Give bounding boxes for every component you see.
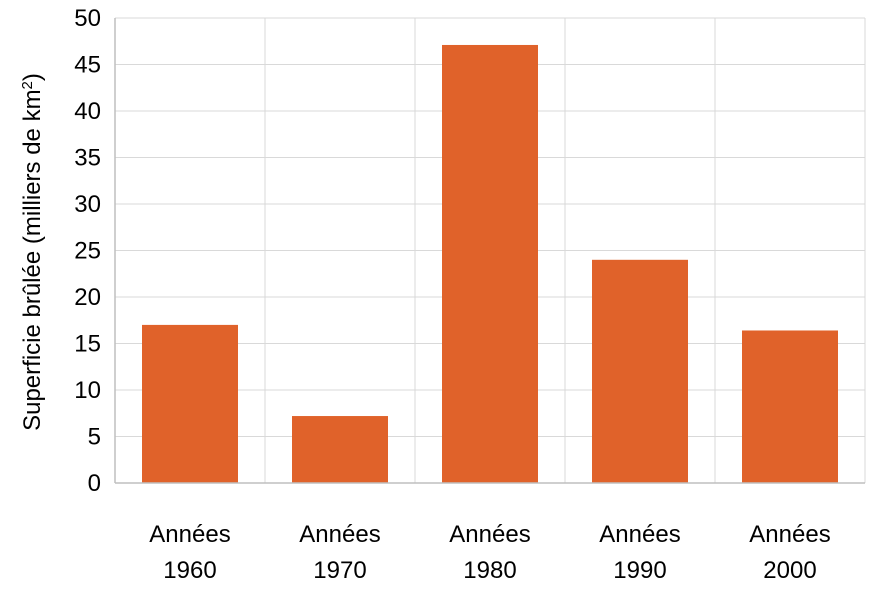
y-tick-label: 15 bbox=[74, 331, 101, 358]
x-tick-label-line: Années bbox=[299, 521, 380, 548]
x-tick-label-line: 1980 bbox=[463, 557, 516, 584]
bar bbox=[292, 416, 388, 483]
bar bbox=[742, 330, 838, 483]
x-tick-label-line: Années bbox=[449, 521, 530, 548]
x-tick-label-line: 2000 bbox=[763, 557, 816, 584]
bars bbox=[142, 44, 838, 483]
y-tick-label: 25 bbox=[74, 238, 101, 265]
y-axis-title-text: Superficie brûlée (milliers de km bbox=[19, 89, 46, 430]
y-tick-label: 50 bbox=[74, 5, 101, 32]
y-axis-title-superscript: 2 bbox=[19, 81, 36, 89]
x-tick-label-line: Années bbox=[749, 521, 830, 548]
bar bbox=[592, 259, 688, 483]
y-tick-label: 35 bbox=[74, 145, 101, 172]
y-tick-label: 10 bbox=[74, 377, 101, 404]
bar bbox=[142, 324, 238, 483]
y-tick-labels: 0 5 10 15 20 25 30 35 40 45 50 bbox=[74, 5, 101, 497]
y-tick-label: 5 bbox=[88, 424, 101, 451]
x-tick-label: Années 1960 bbox=[149, 521, 230, 584]
x-tick-label: Années 1970 bbox=[299, 521, 380, 584]
x-tick-labels: Années 1960 Années 1970 Années 1980 Années 1990… bbox=[149, 521, 830, 584]
bar bbox=[442, 44, 538, 483]
x-tick-label-line: Années bbox=[149, 521, 230, 548]
x-tick-label-line: Années bbox=[599, 521, 680, 548]
x-tick-label-line: 1990 bbox=[613, 557, 666, 584]
axes bbox=[114, 18, 865, 484]
y-tick-label: 0 bbox=[88, 470, 101, 497]
x-tick-label: Années 1990 bbox=[599, 521, 680, 584]
y-tick-label: 40 bbox=[74, 98, 101, 125]
y-axis-title-suffix: ) bbox=[19, 73, 46, 81]
y-tick-label: 20 bbox=[74, 284, 101, 311]
y-tick-label: 30 bbox=[74, 191, 101, 218]
x-tick-label-line: 1960 bbox=[163, 557, 216, 584]
x-tick-label-line: 1970 bbox=[313, 557, 366, 584]
y-axis-title: Superficie brûlée (milliers de km2) bbox=[19, 73, 47, 431]
y-tick-label: 45 bbox=[74, 52, 101, 79]
x-tick-label: Années 1980 bbox=[449, 521, 530, 584]
x-tick-label: Années 2000 bbox=[749, 521, 830, 584]
